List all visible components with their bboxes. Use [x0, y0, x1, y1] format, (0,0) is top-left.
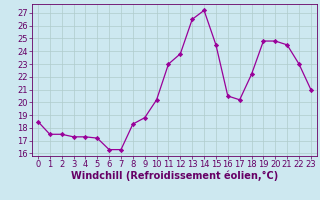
X-axis label: Windchill (Refroidissement éolien,°C): Windchill (Refroidissement éolien,°C): [71, 171, 278, 181]
